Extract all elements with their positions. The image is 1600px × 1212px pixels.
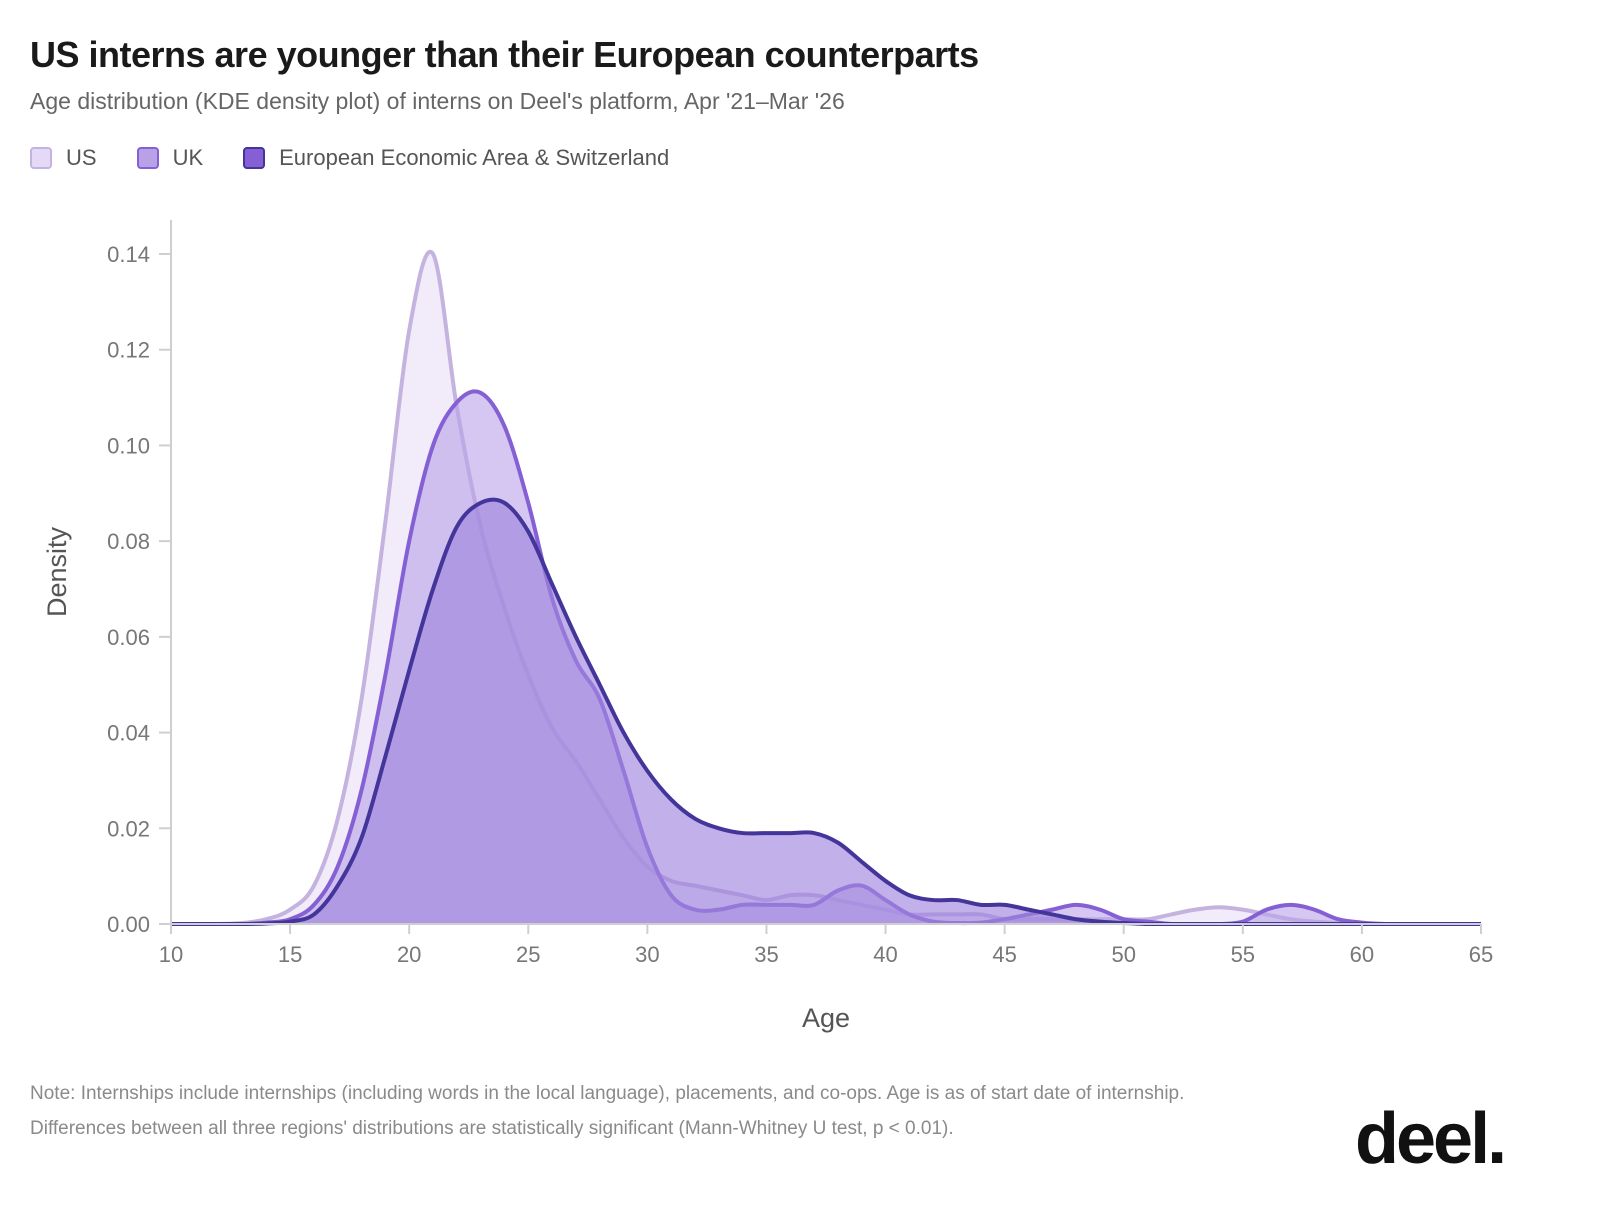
chart-title: US interns are younger than their Europe… bbox=[30, 34, 979, 75]
area-eea bbox=[171, 499, 1481, 924]
legend-swatch-eea bbox=[243, 147, 266, 169]
y-tick-label: 0.10 bbox=[107, 433, 150, 458]
x-tick-label: 65 bbox=[1469, 942, 1493, 967]
legend-swatch-uk bbox=[136, 147, 159, 169]
x-tick-label: 30 bbox=[635, 942, 659, 967]
x-tick-label: 35 bbox=[754, 942, 778, 967]
chart-subtitle: Age distribution (KDE density plot) of i… bbox=[30, 88, 845, 114]
x-tick-label: 50 bbox=[1111, 942, 1135, 967]
y-ticks: 0.00 0.02 0.04 0.06 0.08 0.10 0.12 0.14 bbox=[107, 242, 171, 937]
x-tick-label: 20 bbox=[397, 942, 421, 967]
x-tick-label: 40 bbox=[873, 942, 897, 967]
legend: US UK European Economic Area & Switzerla… bbox=[30, 145, 709, 171]
legend-item-uk: UK bbox=[136, 145, 204, 171]
y-tick-label: 0.00 bbox=[107, 912, 150, 937]
x-tick-label: 55 bbox=[1231, 942, 1255, 967]
legend-item-eea: European Economic Area & Switzerland bbox=[243, 145, 669, 171]
x-tick-label: 25 bbox=[516, 942, 540, 967]
y-tick-label: 0.06 bbox=[107, 625, 150, 650]
x-ticks: 10 15 20 25 30 35 40 45 50 55 60 65 bbox=[159, 924, 1493, 967]
y-tick-label: 0.02 bbox=[107, 816, 150, 841]
legend-swatch-us bbox=[30, 147, 52, 169]
x-tick-label: 45 bbox=[992, 942, 1016, 967]
footnote-line-1: Note: Internships include internships (i… bbox=[30, 1083, 1185, 1104]
y-tick-label: 0.14 bbox=[107, 242, 150, 267]
legend-label-us: US bbox=[66, 145, 97, 170]
x-tick-label: 15 bbox=[278, 942, 302, 967]
x-axis-label: Age bbox=[802, 1003, 850, 1033]
legend-item-us: US bbox=[30, 145, 97, 171]
y-tick-label: 0.04 bbox=[107, 721, 150, 746]
legend-label-uk: UK bbox=[172, 145, 204, 170]
y-axis-label: Density bbox=[42, 526, 72, 617]
deel-logo: deel. bbox=[1355, 1099, 1507, 1179]
series-areas bbox=[171, 249, 1481, 926]
y-tick-label: 0.08 bbox=[107, 529, 150, 554]
x-tick-label: 60 bbox=[1350, 942, 1374, 967]
x-tick-label: 10 bbox=[159, 942, 183, 967]
y-tick-label: 0.12 bbox=[107, 338, 150, 363]
legend-label-eea: European Economic Area & Switzerland bbox=[279, 145, 670, 170]
footnote: Note: Internships include internships (i… bbox=[30, 1076, 1184, 1146]
footnote-line-2: Differences between all three regions' d… bbox=[30, 1118, 954, 1139]
